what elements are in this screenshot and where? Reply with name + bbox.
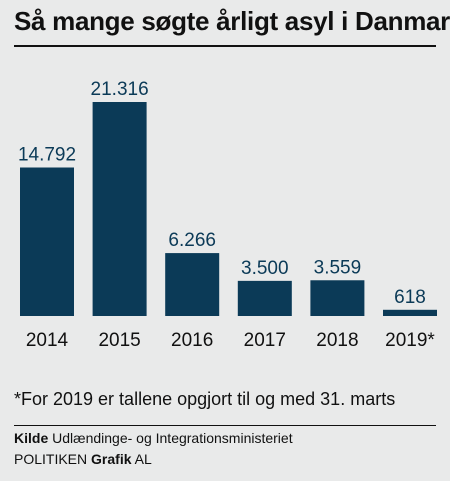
category-label: 2019* bbox=[385, 330, 435, 351]
value-label: 14.792 bbox=[18, 144, 76, 165]
value-label: 618 bbox=[394, 287, 426, 308]
source-label: Kilde bbox=[14, 430, 49, 446]
bar-2019 bbox=[383, 309, 437, 316]
value-label: 3.559 bbox=[314, 257, 362, 278]
value-label: 3.500 bbox=[241, 258, 289, 279]
bar-2017 bbox=[237, 280, 292, 316]
category-label: 2014 bbox=[26, 330, 69, 351]
category-label: 2017 bbox=[244, 330, 286, 351]
value-label: 6.266 bbox=[168, 230, 216, 251]
credit-org: POLITIKEN bbox=[14, 451, 88, 467]
footnote: *For 2019 er tallene opgjort til og med … bbox=[14, 389, 396, 409]
category-label: 2018 bbox=[316, 330, 358, 351]
chart-title: Så mange søgte årligt asyl i Danmark bbox=[14, 6, 450, 36]
credit-initials: AL bbox=[134, 451, 152, 467]
value-label: 21.316 bbox=[91, 79, 149, 100]
source-text: Udlændinge- og Integrationsministeriet bbox=[52, 430, 293, 446]
title-rule bbox=[14, 45, 436, 47]
footer-rule bbox=[14, 425, 436, 426]
bar-2016 bbox=[165, 253, 220, 316]
bar-2015 bbox=[92, 102, 147, 316]
bar-2018 bbox=[310, 280, 365, 316]
source-line: Kilde Udlændinge- og Integrationsministe… bbox=[14, 430, 293, 446]
bar-2014 bbox=[20, 167, 74, 316]
credit-line: POLITIKEN Grafik AL bbox=[14, 451, 152, 467]
category-label: 2016 bbox=[171, 330, 213, 351]
category-label: 2015 bbox=[98, 330, 140, 351]
credit-label: Grafik bbox=[91, 451, 132, 467]
